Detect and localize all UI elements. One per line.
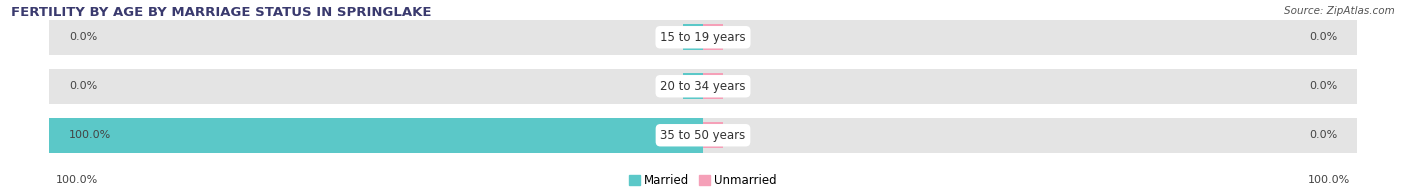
Text: 15 to 19 years: 15 to 19 years	[661, 31, 745, 44]
Text: 100.0%: 100.0%	[1308, 175, 1350, 185]
Bar	[683, 73, 703, 100]
Text: 0.0%: 0.0%	[1309, 81, 1337, 91]
Bar	[683, 24, 703, 51]
Text: 0.0%: 0.0%	[1309, 130, 1337, 140]
Text: 0.0%: 0.0%	[1309, 32, 1337, 42]
Bar	[703, 73, 723, 100]
Bar	[703, 24, 723, 51]
Bar	[49, 118, 703, 153]
Text: 35 to 50 years: 35 to 50 years	[661, 129, 745, 142]
Text: 100.0%: 100.0%	[56, 175, 98, 185]
Text: Source: ZipAtlas.com: Source: ZipAtlas.com	[1284, 6, 1395, 16]
Bar	[683, 122, 703, 149]
Legend: Married, Unmarried: Married, Unmarried	[624, 169, 782, 191]
Text: FERTILITY BY AGE BY MARRIAGE STATUS IN SPRINGLAKE: FERTILITY BY AGE BY MARRIAGE STATUS IN S…	[11, 6, 432, 19]
Bar	[703, 122, 723, 149]
Text: 0.0%: 0.0%	[69, 32, 97, 42]
Text: 20 to 34 years: 20 to 34 years	[661, 80, 745, 93]
Text: 100.0%: 100.0%	[69, 130, 111, 140]
Text: 0.0%: 0.0%	[69, 81, 97, 91]
